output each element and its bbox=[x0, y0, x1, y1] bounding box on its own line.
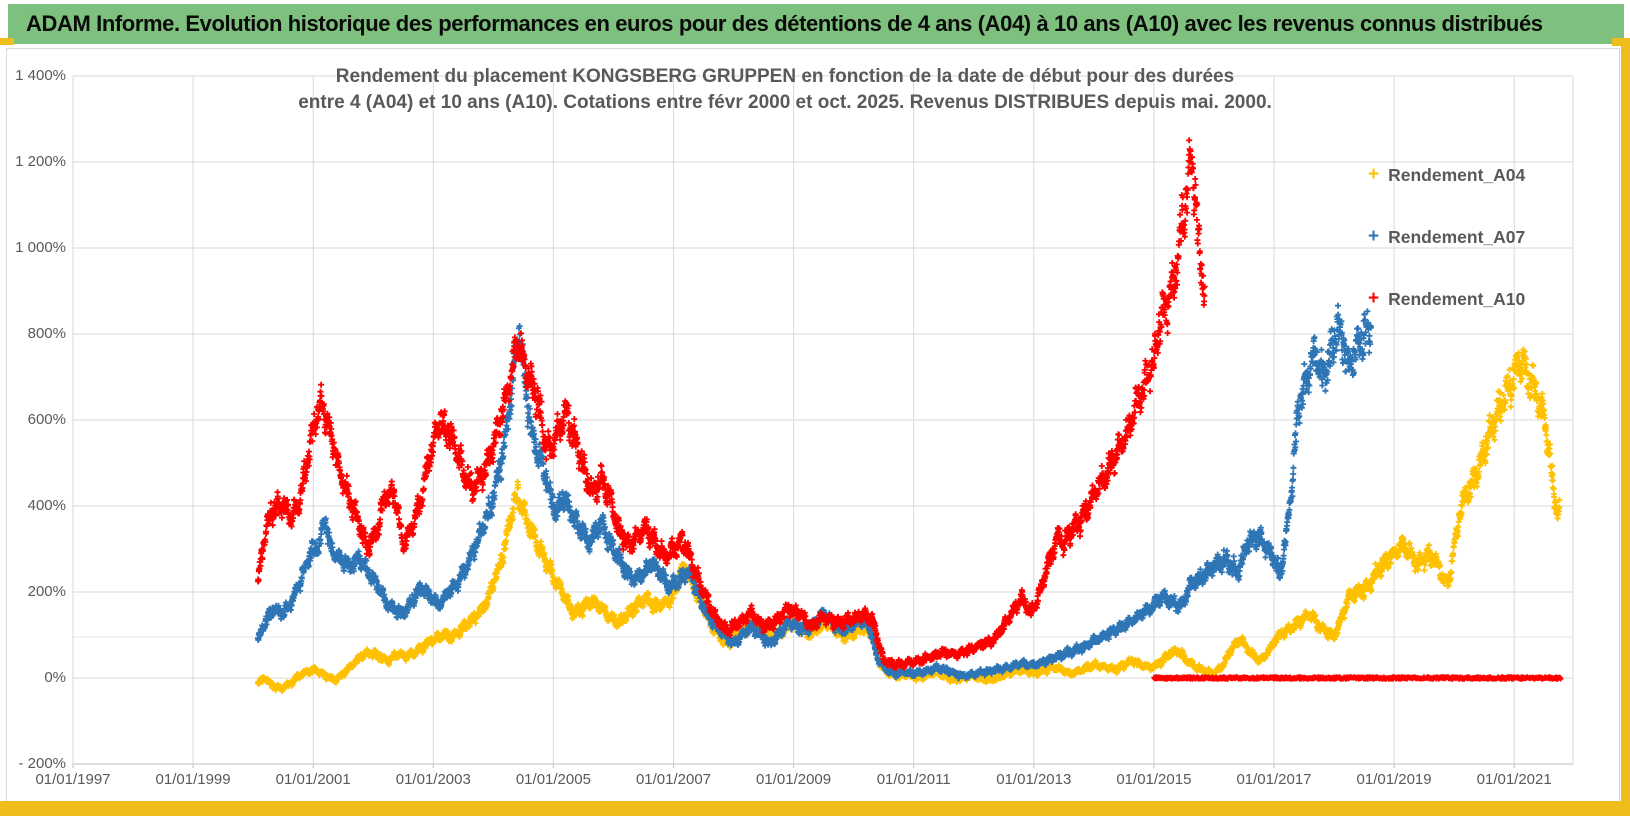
legend-item[interactable]: + Rendement_A07 bbox=[1368, 226, 1525, 248]
series-rendement_a10-zero-markers bbox=[1151, 674, 1564, 682]
x-axis-label: 01/01/2003 bbox=[395, 771, 471, 788]
y-axis-label: 800% bbox=[27, 325, 66, 342]
y-axis-label: - 200% bbox=[18, 755, 66, 772]
gridlines bbox=[72, 75, 1574, 768]
y-axis-label: 1 400% bbox=[15, 67, 66, 84]
series-layer bbox=[254, 137, 1564, 694]
x-axis-label: 01/01/2017 bbox=[1236, 771, 1312, 788]
x-axis-label: 01/01/1997 bbox=[35, 771, 111, 788]
legend-item-label: Rendement_A04 bbox=[1388, 164, 1526, 185]
legend-marker-plus-icon: + bbox=[1368, 288, 1380, 309]
x-axis-label: 01/01/1999 bbox=[155, 771, 231, 788]
x-axis-label: 01/01/2011 bbox=[876, 771, 951, 788]
x-axis-label: 01/01/2013 bbox=[996, 771, 1072, 788]
series-rendement_a07 bbox=[254, 302, 1374, 682]
x-axis-label: 01/01/2009 bbox=[756, 771, 832, 788]
y-axis-label: 200% bbox=[27, 583, 66, 600]
series-rendement_a04 bbox=[255, 346, 1563, 694]
x-axis-label: 01/01/2001 bbox=[275, 771, 351, 788]
legend-item[interactable]: + Rendement_A04 bbox=[1368, 164, 1525, 186]
chart-title-line1: Rendement du placement KONGSBERG GRUPPEN… bbox=[335, 66, 1235, 87]
y-axis-label: 1 000% bbox=[15, 239, 66, 256]
legend-item-label: Rendement_A07 bbox=[1388, 226, 1526, 247]
legend-marker-plus-icon: + bbox=[1368, 226, 1380, 247]
selection-accent-dash bbox=[0, 38, 14, 45]
x-axis-label: 01/01/2007 bbox=[635, 771, 712, 788]
legend-item-label: Rendement_A10 bbox=[1388, 288, 1526, 309]
series-rendement_a10 bbox=[255, 137, 1208, 671]
x-axis-label: 01/01/2019 bbox=[1356, 771, 1432, 788]
x-axis-label: 01/01/2021 bbox=[1476, 771, 1552, 788]
y-axis-label: 400% bbox=[27, 497, 66, 514]
legend-marker-plus-icon: + bbox=[1368, 164, 1380, 185]
sheet-title-bar: ADAM Informe. Evolution historique des p… bbox=[8, 4, 1624, 44]
legend-item[interactable]: + Rendement_A10 bbox=[1368, 288, 1525, 310]
sheet-title: ADAM Informe. Evolution historique des p… bbox=[26, 11, 1543, 36]
y-axis-label: 1 200% bbox=[15, 153, 66, 170]
y-axis-label: 0% bbox=[44, 669, 66, 686]
selection-accent-bottom-bar bbox=[0, 801, 1630, 816]
x-axis-label: 01/01/2005 bbox=[515, 771, 591, 788]
selection-accent-right-bar bbox=[1621, 38, 1630, 816]
x-axis-label: 01/01/2015 bbox=[1116, 771, 1192, 788]
chart-title-line2: entre 4 (A04) et 10 ans (A10). Cotations… bbox=[298, 92, 1272, 113]
y-axis-label: 600% bbox=[27, 411, 66, 428]
